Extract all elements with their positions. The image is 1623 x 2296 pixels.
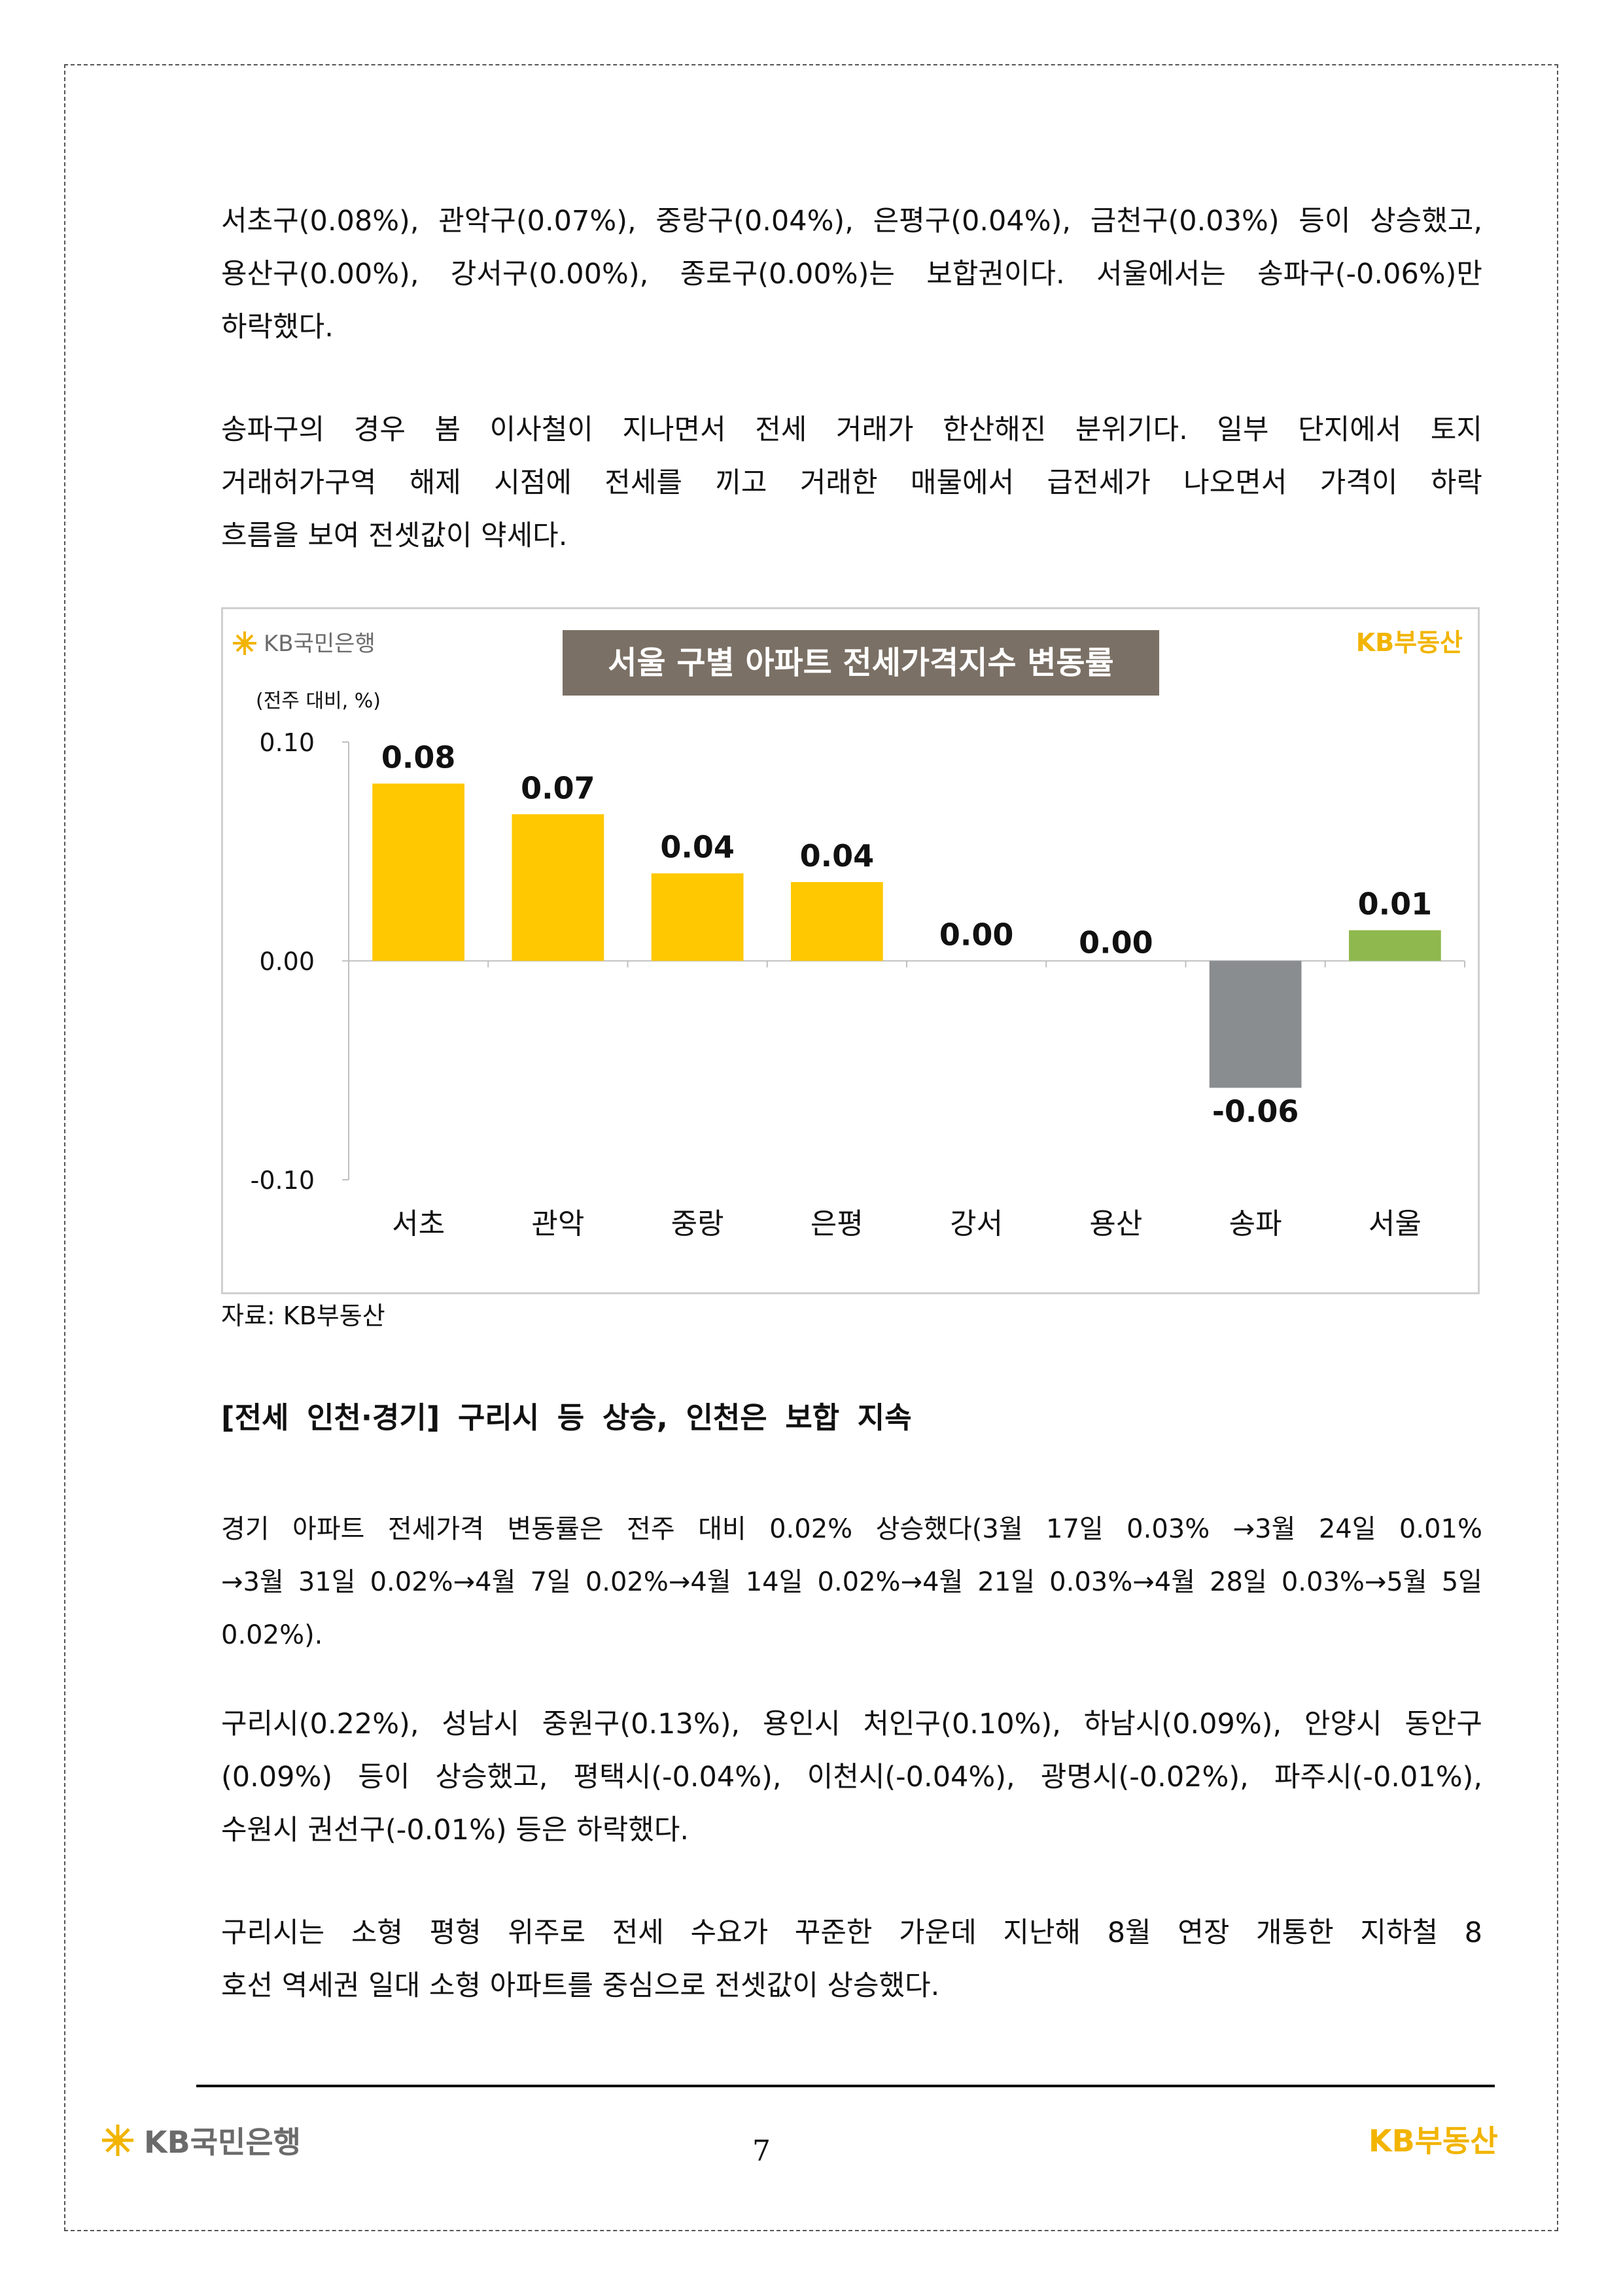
bar-서울 xyxy=(1349,930,1441,961)
text-line: 흐름을 보여 전셋값이 약세다. xyxy=(221,520,568,552)
bar-송파 xyxy=(1209,961,1302,1088)
chart-title-bg xyxy=(563,630,1159,696)
data-label: -0.06 xyxy=(1212,1094,1299,1129)
star-icon xyxy=(233,631,256,655)
text-line: 경기 아파트 전세가격 변동률은 전주 대비 0.02% 상승했다(3월 17일… xyxy=(221,1514,1482,1544)
paragraph-songpa: 송파구의 경우 봄 이사철이 지나면서 전세 거래가 한산해진 분위기다. 일부… xyxy=(221,404,1482,563)
text-line: (0.09%) 등이 상승했고, 평택시(-0.04%), 이천시(-0.04%… xyxy=(221,1761,1482,1793)
category-label: 은평 xyxy=(811,1207,864,1241)
seoul-district-chart: KB국민은행 서울 구별 아파트 전세가격지수 변동률 KB부동산 (전주 대비… xyxy=(221,607,1480,1294)
text-line: 용산구(0.00%), 강서구(0.00%), 종로구(0.00%)는 보합권이… xyxy=(221,258,1482,291)
text-line: 구리시는 소형 평형 위주로 전세 수요가 꾸준한 가운데 지난해 8월 연장 … xyxy=(221,1916,1482,1949)
footer-logo-kb-realestate: KB부동산 xyxy=(1369,2117,1498,2161)
bar-중랑 xyxy=(651,873,744,961)
footer-logo-kb-bank: KB국민은행 xyxy=(98,2119,301,2162)
text-line: 호선 역세권 일대 소형 아파트를 중심으로 전셋값이 상승했다. xyxy=(221,1969,940,2002)
page-number: 7 xyxy=(752,2134,771,2168)
y-tick-label: 0.10 xyxy=(259,728,315,757)
footer-logo-left-text: KB국민은행 xyxy=(144,2125,301,2160)
bar-관악 xyxy=(512,814,604,961)
bar-서초 xyxy=(372,783,464,961)
y-tick-label: 0.00 xyxy=(259,947,315,976)
category-label: 강서 xyxy=(950,1207,1003,1241)
y-tick-label: -0.10 xyxy=(251,1166,315,1195)
category-label: 관악 xyxy=(531,1207,584,1241)
source-note: 자료: KB부동산 xyxy=(221,1301,385,1330)
category-label: 서울 xyxy=(1369,1207,1422,1241)
text-line: 0.02%). xyxy=(221,1620,323,1650)
data-label: 0.00 xyxy=(1079,925,1153,961)
paragraph-gyeonggi-rate: 경기 아파트 전세가격 변동률은 전주 대비 0.02% 상승했다(3월 17일… xyxy=(221,1503,1482,1662)
data-label: 0.04 xyxy=(660,830,735,865)
chart-title: 서울 구별 아파트 전세가격지수 변동률 xyxy=(608,645,1113,681)
chart-ylabel: (전주 대비, %) xyxy=(256,690,381,713)
category-label: 서초 xyxy=(392,1207,445,1241)
chart-logo-right: KB부동산 xyxy=(1356,628,1463,657)
paragraph-seoul-districts: 서초구(0.08%), 관악구(0.07%), 중랑구(0.04%), 은평구(… xyxy=(221,195,1482,354)
chart-logo-kb-bank: KB국민은행 xyxy=(233,631,375,657)
text-line: →3월 31일 0.02%→4월 7일 0.02%→4월 14일 0.02%→4… xyxy=(221,1567,1482,1597)
page-border xyxy=(64,64,1558,2231)
section-heading: [전세 인천·경기] 구리시 등 상승, 인천은 보합 지속 xyxy=(221,1400,912,1435)
chart-logo-left-text: KB국민은행 xyxy=(264,631,375,657)
category-label: 용산 xyxy=(1089,1207,1142,1241)
text-line: 송파구의 경우 봄 이사철이 지나면서 전세 거래가 한산해진 분위기다. 일부… xyxy=(221,414,1482,446)
data-label: 0.00 xyxy=(939,917,1014,953)
category-label: 송파 xyxy=(1229,1207,1282,1241)
paragraph-gyeonggi-cities: 구리시(0.22%), 성남시 중원구(0.13%), 용인시 처인구(0.10… xyxy=(221,1698,1482,1857)
text-line: 수원시 권선구(-0.01%) 등은 하락했다. xyxy=(221,1814,689,1846)
footer-logo-right-text: KB부동산 xyxy=(1369,2123,1498,2159)
text-line: 하락했다. xyxy=(221,311,334,344)
data-label: 0.07 xyxy=(521,770,595,805)
data-label: 0.08 xyxy=(381,740,456,775)
paragraph-guri: 구리시는 소형 평형 위주로 전세 수요가 꾸준한 가운데 지난해 8월 연장 … xyxy=(221,1907,1482,2013)
star-icon xyxy=(102,2125,133,2156)
text-line: 거래허가구역 해제 시점에 전세를 끼고 거래한 매물에서 급전세가 나오면서 … xyxy=(221,467,1482,499)
text-line: 구리시(0.22%), 성남시 중원구(0.13%), 용인시 처인구(0.10… xyxy=(221,1708,1482,1740)
footer-rule xyxy=(196,2085,1495,2087)
data-label: 0.04 xyxy=(800,838,875,874)
data-label: 0.01 xyxy=(1358,887,1433,922)
bar-은평 xyxy=(791,882,883,961)
chart-logo-right-text: KB부동산 xyxy=(1356,628,1463,657)
text-line: 서초구(0.08%), 관악구(0.07%), 중랑구(0.04%), 은평구(… xyxy=(221,205,1482,238)
category-label: 중랑 xyxy=(671,1207,724,1241)
bar-chart: KB국민은행 서울 구별 아파트 전세가격지수 변동률 KB부동산 (전주 대비… xyxy=(233,628,1465,1241)
